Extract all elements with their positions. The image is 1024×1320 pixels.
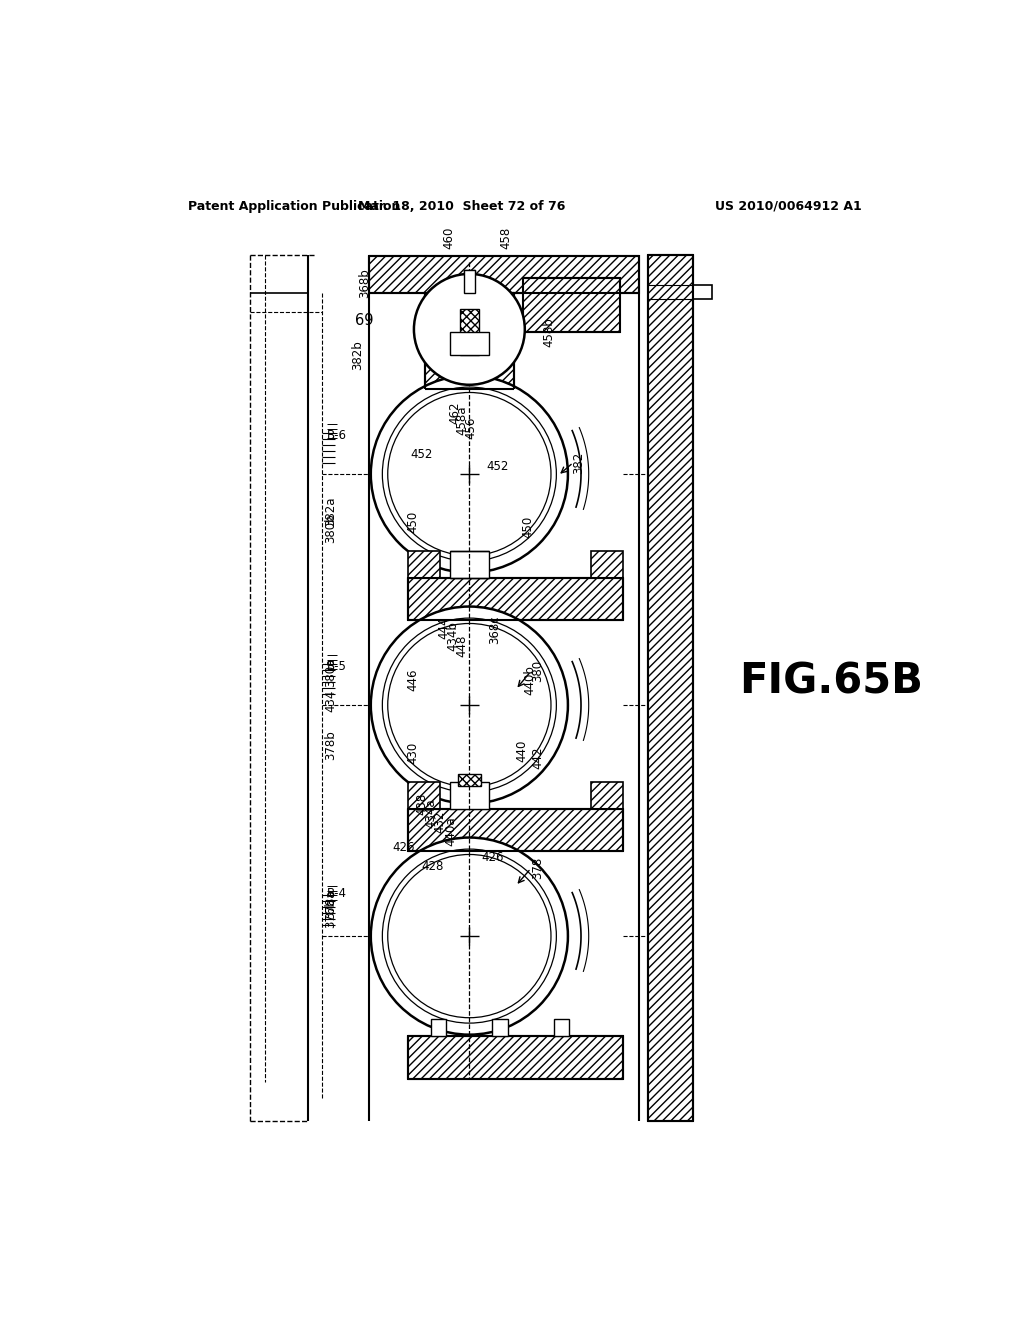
Polygon shape <box>388 870 469 1008</box>
Circle shape <box>388 623 551 787</box>
Text: 434b: 434b <box>446 620 459 651</box>
Bar <box>493 1019 508 1036</box>
Text: 458a: 458a <box>456 405 469 436</box>
Text: 380: 380 <box>531 660 544 682</box>
Bar <box>591 781 624 809</box>
Bar <box>408 809 624 851</box>
Bar <box>451 552 488 578</box>
Circle shape <box>382 387 556 561</box>
Text: 382b: 382b <box>351 339 364 370</box>
Bar <box>554 1019 569 1036</box>
Text: 382a: 382a <box>324 496 337 525</box>
Text: 440b: 440b <box>523 665 537 694</box>
Bar <box>451 331 488 355</box>
Circle shape <box>371 607 568 804</box>
Bar <box>408 781 440 809</box>
Text: 426: 426 <box>481 851 504 865</box>
Bar <box>425 352 514 389</box>
Circle shape <box>388 854 551 1018</box>
Text: 440a: 440a <box>444 817 457 846</box>
Text: 368b: 368b <box>358 268 372 298</box>
Circle shape <box>382 849 556 1023</box>
Text: 452: 452 <box>410 449 432 462</box>
Text: Mar. 18, 2010  Sheet 72 of 76: Mar. 18, 2010 Sheet 72 of 76 <box>358 199 565 213</box>
Text: 450: 450 <box>521 515 535 537</box>
Bar <box>591 552 624 578</box>
Bar <box>458 775 481 785</box>
Polygon shape <box>388 639 469 777</box>
Text: B-6: B-6 <box>327 429 347 442</box>
Text: 440: 440 <box>515 741 528 763</box>
Circle shape <box>371 376 568 573</box>
Text: 452: 452 <box>486 459 509 473</box>
Bar <box>523 277 620 331</box>
Text: 426: 426 <box>392 841 415 854</box>
Bar <box>425 293 514 331</box>
Text: 380a: 380a <box>324 659 337 688</box>
Bar <box>464 271 475 293</box>
Text: 430: 430 <box>407 742 419 764</box>
Text: 382: 382 <box>571 451 585 474</box>
Text: 458: 458 <box>500 227 513 249</box>
Text: 434: 434 <box>324 690 337 713</box>
Text: 462: 462 <box>449 401 462 424</box>
Text: FIG.65B: FIG.65B <box>739 661 923 704</box>
Polygon shape <box>388 408 469 546</box>
Bar <box>408 1036 624 1078</box>
Text: US 2010/0064912 A1: US 2010/0064912 A1 <box>716 199 862 213</box>
Bar <box>648 255 692 1121</box>
Text: 380b: 380b <box>324 513 337 543</box>
Bar <box>370 256 639 293</box>
Circle shape <box>388 392 551 556</box>
Text: 460: 460 <box>442 227 455 249</box>
Text: B-4: B-4 <box>327 887 347 900</box>
Text: Patent Application Publication: Patent Application Publication <box>188 199 400 213</box>
Text: B-5: B-5 <box>327 660 347 673</box>
Text: 444: 444 <box>437 616 450 639</box>
Text: 458b: 458b <box>543 317 555 347</box>
Text: 378b: 378b <box>324 730 337 760</box>
Text: 432: 432 <box>433 810 446 833</box>
Bar <box>408 578 624 620</box>
Circle shape <box>371 838 568 1035</box>
Text: 450: 450 <box>407 511 419 533</box>
Bar <box>408 552 440 578</box>
Text: 368c: 368c <box>488 615 502 644</box>
Text: 464: 464 <box>490 325 504 347</box>
Bar <box>451 781 488 809</box>
Circle shape <box>382 618 556 792</box>
Text: 448: 448 <box>456 635 469 657</box>
Text: 376b: 376b <box>324 898 337 928</box>
Text: 446: 446 <box>407 668 419 690</box>
Text: 378: 378 <box>531 857 544 879</box>
Bar <box>460 309 478 355</box>
Bar <box>692 285 712 300</box>
Circle shape <box>414 275 524 385</box>
Text: 434a: 434a <box>425 799 437 828</box>
Text: 438: 438 <box>416 792 428 814</box>
Text: 456: 456 <box>464 417 477 440</box>
Bar <box>431 1019 446 1036</box>
Text: 428: 428 <box>422 861 444 874</box>
Text: 69: 69 <box>354 313 373 327</box>
Text: 378a: 378a <box>324 888 337 919</box>
Text: 442: 442 <box>531 746 544 768</box>
